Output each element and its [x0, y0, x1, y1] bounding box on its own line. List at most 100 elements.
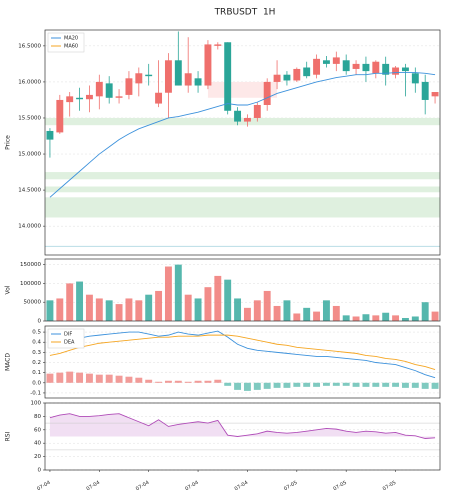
candle-body	[66, 96, 74, 103]
macd-bar	[145, 379, 153, 383]
y-tick-label: 14.0000	[18, 224, 41, 230]
candle-body	[253, 105, 261, 118]
zone	[45, 172, 440, 180]
y-tick-label: 16.5000	[18, 43, 41, 49]
macd-bar	[56, 372, 64, 383]
x-tick-label: 07-04	[36, 480, 52, 492]
panel-frame	[44, 29, 441, 256]
x-tick-label: 07-04	[85, 480, 101, 492]
candle-body	[155, 92, 163, 104]
volume-bar	[352, 316, 360, 321]
candle-body	[174, 60, 182, 86]
volume-bar	[135, 300, 143, 321]
candle-body	[204, 44, 212, 86]
macd-bar	[125, 376, 133, 383]
macd-bar	[253, 382, 261, 390]
macd-bar	[303, 382, 311, 387]
y-axis-label: Price	[5, 135, 12, 150]
y-tick-label: 150000	[20, 262, 41, 268]
macd-bar	[421, 382, 429, 389]
candle-body	[194, 78, 202, 86]
zone	[45, 117, 440, 126]
volume-bar	[214, 275, 222, 321]
y-tick-label: 0.4	[32, 340, 41, 346]
volume-bar	[322, 300, 330, 321]
line	[49, 413, 436, 439]
macd-bar	[243, 382, 251, 391]
volume-bar	[105, 300, 113, 321]
macd-bar	[352, 382, 360, 387]
volume-bar	[234, 298, 242, 321]
candle-body	[352, 63, 360, 69]
candle-body	[421, 81, 429, 100]
volume-bar	[56, 298, 64, 321]
macd-bar	[95, 374, 103, 383]
volume-bar	[85, 294, 93, 321]
macd-bar	[431, 382, 439, 389]
y-tick-label: 60	[34, 427, 41, 433]
y-tick-label: 0.1	[32, 370, 41, 376]
volume-bar	[342, 315, 350, 321]
volume-bar	[273, 305, 281, 321]
y-tick-label: 15.0000	[18, 152, 41, 158]
macd-bar	[273, 382, 281, 388]
y-tick-label: 14.5000	[18, 188, 41, 194]
macd-bar	[382, 382, 390, 387]
x-tick-label: 07-05	[283, 480, 299, 492]
volume-bar	[411, 316, 419, 321]
candle-body	[362, 63, 370, 72]
candle-body	[105, 83, 113, 98]
candle-body	[234, 110, 242, 122]
macd-bar	[115, 375, 123, 383]
macd-bar	[66, 371, 74, 383]
macd-bar	[263, 382, 271, 389]
legend-label: DEA	[64, 340, 75, 346]
panel-frame	[44, 258, 441, 322]
candle-body	[401, 67, 409, 72]
candle-body	[411, 73, 419, 84]
volume-bar	[313, 311, 321, 321]
y-tick-label: 0	[38, 468, 42, 474]
macd-bar	[204, 380, 212, 383]
macd-bar	[214, 379, 222, 383]
y-tick-label: 0.0	[32, 380, 41, 386]
volume-bar	[362, 314, 370, 321]
volume-bar	[164, 266, 172, 321]
y-tick-label: 80	[34, 414, 41, 420]
y-tick-label: -0.1	[30, 390, 41, 396]
volume-bar	[253, 300, 261, 321]
x-tick-label: 07-04	[234, 480, 250, 492]
macd-bar	[155, 381, 163, 383]
volume-bar	[243, 307, 251, 321]
zone	[45, 186, 440, 193]
volume-bar	[204, 287, 212, 321]
y-tick-label: 40	[34, 441, 41, 447]
y-tick-label: 0	[38, 319, 42, 325]
candle-body	[322, 60, 330, 64]
volume-bar	[392, 315, 400, 321]
macd-bar	[194, 380, 202, 383]
macd-bar	[362, 382, 370, 387]
y-tick-label: 100	[31, 401, 42, 407]
macd-bar	[313, 382, 321, 387]
candle-body	[313, 58, 321, 75]
volume-bar	[76, 281, 84, 321]
candle-body	[115, 96, 123, 98]
x-tick-label: 07-04	[135, 480, 151, 492]
volume-bar	[194, 298, 202, 321]
x-tick-label: 07-05	[382, 480, 398, 492]
candle-body	[431, 92, 439, 97]
candle-body	[95, 81, 103, 97]
macd-bar	[392, 382, 400, 387]
candle-body	[303, 67, 311, 77]
volume-bar	[293, 313, 301, 321]
volume-bar	[421, 302, 429, 321]
legend-label: DIF	[64, 332, 72, 338]
macd-bar	[401, 382, 409, 388]
candle-body	[76, 97, 84, 100]
volume-bar	[431, 311, 439, 321]
volume-bar	[382, 312, 390, 321]
candle-body	[56, 99, 64, 133]
y-tick-label: 15.5000	[18, 115, 41, 121]
